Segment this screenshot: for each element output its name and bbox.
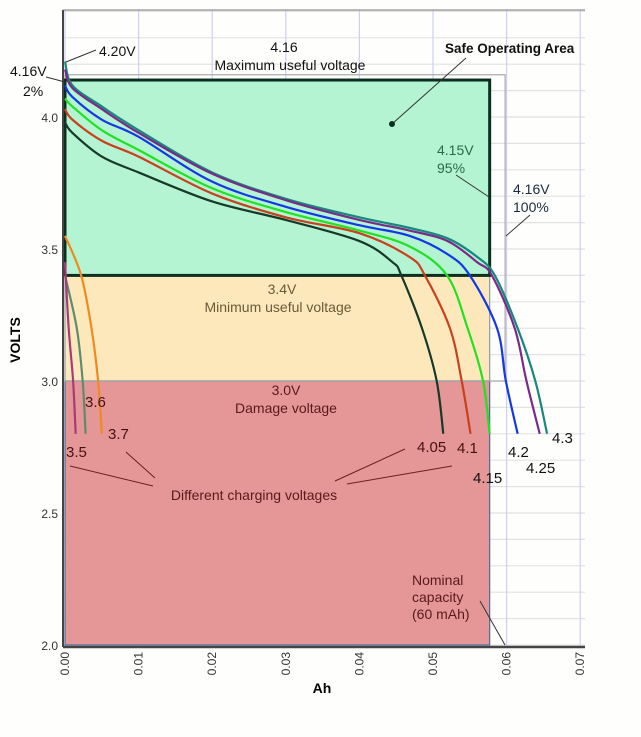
series-label-4_05: 4.05: [417, 439, 446, 456]
series-line-4_2: [64, 84, 519, 435]
series-line-3_5: [63, 262, 77, 434]
series-label-4_25: 4.25: [526, 460, 555, 477]
minimum-useful-zone-region: [64, 274, 491, 382]
series-label-3_7: 3.7: [108, 426, 129, 443]
start-cutoff-percent: 2%: [23, 83, 43, 99]
regions: [63, 74, 506, 646]
series-line-3_7: [63, 235, 103, 434]
ticks: 0.00 0.01 0.02 0.03 0.04 0.05 0.06 0.07 2.0 2.5 3.…: [41, 111, 587, 675]
x-tick-label: 0.07: [573, 652, 587, 676]
x-tick-label: 0.01: [132, 652, 146, 676]
y-tick-label: 4.0: [41, 111, 58, 125]
y-tick-label: 3.0: [41, 375, 58, 389]
x-tick-label: 0.00: [58, 652, 72, 676]
x-tick-label: 0.04: [352, 652, 366, 676]
safe-operating-area-region: [63, 78, 492, 277]
series-line-4_25: [63, 69, 541, 435]
series-label-4_15: 4.15: [473, 470, 502, 487]
series-line-3_6: [63, 275, 87, 434]
series-label-3_6: 3.6: [85, 394, 106, 411]
series-labels: 4.3 4.254.2 4.15 4.1 4.05 3.73.6 3.5: [66, 394, 573, 487]
series-label-3_5: 3.5: [66, 444, 87, 461]
series-label-4_3: 4.3: [552, 430, 573, 447]
x-tick-label: 0.06: [500, 652, 514, 676]
nominal-capacity-line2: capacity: [412, 589, 463, 605]
damage-voltage-value: 3.0V: [272, 382, 301, 398]
damage-zone-region: [64, 380, 491, 646]
safe-area-marker: [389, 121, 395, 127]
x-axis-title: Ah: [313, 680, 332, 696]
min-voltage-label: Minimum useful voltage: [204, 299, 351, 315]
x-tick-label: 0.02: [205, 652, 219, 676]
nominal-capacity-line3: (60 mAh): [412, 606, 470, 622]
series-line-4_05: [64, 121, 445, 434]
series-line-4_1: [64, 108, 472, 434]
start-voltage-label: 4.20V: [99, 43, 136, 59]
cutoff95-voltage: 4.15V: [437, 142, 474, 158]
cutoff100-percent: 100%: [513, 199, 549, 215]
x-tick-label: 0.03: [279, 652, 293, 676]
damage-voltage-label: Damage voltage: [235, 400, 337, 416]
max-voltage-value: 4.16: [270, 39, 297, 55]
series-label-4_2: 4.2: [508, 444, 529, 461]
start-cutoff-voltage: 4.16V: [10, 63, 47, 79]
series-label-4_1: 4.1: [457, 440, 478, 457]
max-voltage-label: Maximum useful voltage: [215, 57, 366, 73]
series-line-4_3: [63, 61, 549, 435]
nominal-capacity-line1: Nominal: [412, 572, 463, 588]
y-tick-label: 2.5: [41, 507, 58, 521]
curves: [63, 61, 549, 435]
axes-frame: [62, 9, 585, 649]
cutoff100-voltage: 4.16V: [513, 181, 550, 197]
series-line-4_15: [64, 97, 491, 434]
x-tick-label: 0.05: [426, 652, 440, 676]
leader-lines: [45, 49, 531, 646]
y-tick-label: 3.5: [41, 243, 58, 257]
min-voltage-value: 3.4V: [268, 281, 297, 297]
cutoff95-percent: 95%: [437, 160, 465, 176]
y-tick-label: 2.0: [41, 639, 58, 653]
charging-voltages-label: Different charging voltages: [171, 487, 337, 503]
y-axis-title: VOLTS: [7, 317, 23, 363]
safe-area-label: Safe Operating Area: [445, 41, 575, 56]
